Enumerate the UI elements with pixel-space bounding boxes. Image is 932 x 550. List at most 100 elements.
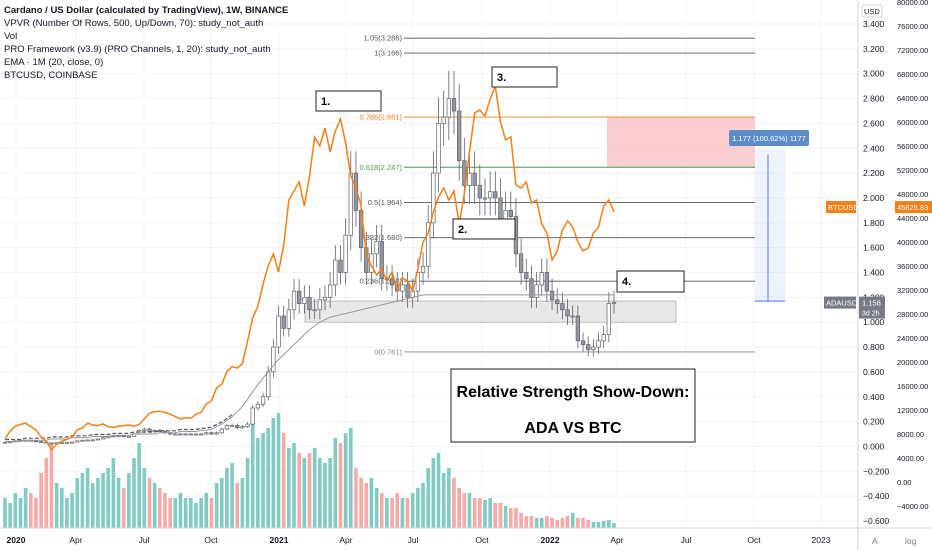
ada-tick-label: 1.000 [863,317,885,327]
fib-label: 0.618(2.247) [359,163,402,172]
candle-body [286,309,292,329]
candle-body [281,315,286,329]
volume-bar [137,443,141,528]
volume-bar [147,478,152,528]
volume-bar [312,448,317,528]
volume-bar [483,500,487,528]
candle-body [420,265,426,273]
volume-bar [163,493,167,528]
volume-bar [302,458,307,528]
btc-tick-label: 36000.00 [897,262,928,271]
fib-label: 0.236(1.330) [359,277,402,286]
candle-body [565,309,570,317]
x-tick-label: Jul [681,535,692,545]
candle-body [560,303,565,311]
ema-line [5,294,614,442]
candle-body [322,297,328,301]
volume-bar [276,413,281,528]
candle-body [426,222,431,267]
volume-bar [34,498,38,528]
caption-line-2: ADA VS BTC [524,420,622,437]
btc-tick-label: 80000.00 [897,0,928,7]
annotation-label: 3. [497,72,506,84]
volume-bar [472,498,477,528]
volume-bar [245,458,250,528]
candle-body [524,272,529,280]
candle-body [436,123,441,174]
x-tick-label: Jul [408,535,419,545]
log-scale-toggle[interactable]: log [905,536,917,546]
candle-body [100,437,106,440]
annotation-box [315,90,382,112]
volume-bar [581,518,585,528]
candle-body [446,98,452,118]
candle-body [348,172,353,236]
candle-body [591,346,596,350]
candle-body [198,433,204,436]
volume-bar [13,493,18,528]
volume-bar [591,522,596,528]
unit-badge[interactable] [861,4,883,18]
btc-line-layer [4,83,615,451]
btc-tick-label: 12000.00 [897,406,928,415]
btc-tick-label: 56000.00 [897,142,928,151]
candle-body [69,441,75,444]
x-tick-label: 2021 [270,535,289,545]
candle-body [431,172,436,224]
candle-body [64,441,70,444]
candle-body [441,116,446,124]
legend-vpvr: VPVR (Number Of Rows, 500, Up/Down, 70):… [4,18,264,29]
auto-scale-toggle[interactable]: A [872,536,878,546]
volume-bar [323,463,327,528]
volume-bar [369,478,374,528]
volume-bar [328,458,332,528]
x-tick-label: Apr [610,535,623,545]
candle-body [250,407,255,425]
candle-body [601,334,606,342]
btc-tick-label: 32000.00 [897,286,928,295]
candle-body [549,290,555,301]
ada-tick-label: 3.000 [863,69,885,79]
volume-bar [452,478,456,528]
volume-bar [44,458,49,528]
candle-body [415,272,421,292]
fib-label: 0.382(1.680) [359,233,402,242]
volume-bar [307,453,312,528]
candle-body [333,259,338,286]
volume-bar [586,520,591,528]
ada-tick-label: 1.800 [863,218,885,228]
x-tick-label: Apr [339,535,352,545]
x-tick-label: Oct [747,535,761,545]
candle-body [214,432,219,435]
candle-body [276,315,281,348]
ada-tick-label: −0.400 [863,491,890,501]
volume-bar [178,493,183,528]
volume-bar [90,483,95,528]
ada-tick-label: 0.000 [863,441,885,451]
measure-fill [755,149,785,302]
volume-bar [188,498,193,528]
candle-body [111,435,116,438]
candle-body [183,433,188,436]
legend-vol: Vol [4,31,18,42]
volume-bar [576,518,580,528]
volume-bar [111,458,116,528]
candle-body [188,433,193,436]
volume-bar [364,483,369,528]
right-axis-panel [858,0,932,550]
candle-body [482,197,488,200]
volume-bar [183,498,188,528]
ada-tick-label: 2.200 [863,168,885,178]
measure-label: 1.177 (100.62%) 1177 [732,134,806,143]
volume-bar [493,503,498,528]
x-tick-label: Apr [69,535,82,545]
fib-label: 0.786(2.651) [359,113,402,122]
btc-tick-label: 20000.00 [897,358,928,367]
volume-bar [152,483,157,528]
volume-bar [75,478,80,528]
candle-body [611,301,617,304]
annotations: 1.177 (100.62%) 1177 1. 2. 3. 4. Relative Str… [315,66,809,443]
volume-bar [85,468,90,528]
candle-body [116,435,121,438]
